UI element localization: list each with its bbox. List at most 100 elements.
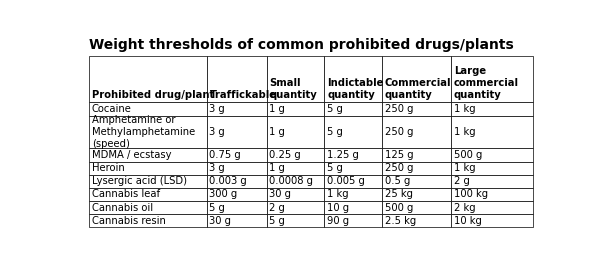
Bar xyxy=(89,149,206,162)
Bar xyxy=(382,188,451,201)
Bar xyxy=(451,175,533,188)
Text: 5 g: 5 g xyxy=(209,203,225,212)
Text: 25 kg: 25 kg xyxy=(385,189,413,199)
Bar xyxy=(325,188,382,201)
Text: 10 g: 10 g xyxy=(327,203,349,212)
Text: 0.005 g: 0.005 g xyxy=(327,176,365,186)
Bar xyxy=(382,201,451,214)
Bar xyxy=(325,175,382,188)
Text: 90 g: 90 g xyxy=(327,216,349,226)
Text: 30 g: 30 g xyxy=(209,216,232,226)
Text: MDMA / ecstasy: MDMA / ecstasy xyxy=(92,150,171,160)
Text: Cannabis leaf: Cannabis leaf xyxy=(92,189,160,199)
Text: 0.0008 g: 0.0008 g xyxy=(269,176,313,186)
Bar xyxy=(266,214,325,227)
Text: Large
commercial
quantity: Large commercial quantity xyxy=(454,66,518,100)
Bar xyxy=(89,56,206,102)
Bar xyxy=(325,214,382,227)
Bar xyxy=(382,116,451,149)
Bar xyxy=(206,102,266,116)
Text: 5 g: 5 g xyxy=(327,127,343,137)
Bar xyxy=(206,149,266,162)
Bar xyxy=(451,201,533,214)
Text: Small
quantity: Small quantity xyxy=(269,78,317,100)
Bar xyxy=(266,162,325,175)
Text: 250 g: 250 g xyxy=(385,127,413,137)
Text: Lysergic acid (LSD): Lysergic acid (LSD) xyxy=(92,176,187,186)
Bar xyxy=(451,102,533,116)
Bar xyxy=(266,188,325,201)
Text: Prohibited drug/plant: Prohibited drug/plant xyxy=(92,90,214,100)
Bar xyxy=(451,149,533,162)
Text: 250 g: 250 g xyxy=(385,104,413,114)
Text: 0.003 g: 0.003 g xyxy=(209,176,247,186)
Text: Traffickable: Traffickable xyxy=(209,90,277,100)
Text: 250 g: 250 g xyxy=(385,163,413,173)
Text: 5 g: 5 g xyxy=(327,104,343,114)
Text: Heroin: Heroin xyxy=(92,163,124,173)
Bar xyxy=(382,56,451,102)
Bar xyxy=(382,162,451,175)
Bar xyxy=(382,175,451,188)
Text: 30 g: 30 g xyxy=(269,189,292,199)
Bar xyxy=(325,201,382,214)
Text: 500 g: 500 g xyxy=(454,150,482,160)
Bar xyxy=(206,201,266,214)
Text: 300 g: 300 g xyxy=(209,189,238,199)
Text: 0.25 g: 0.25 g xyxy=(269,150,301,160)
Bar xyxy=(89,116,206,149)
Text: 10 kg: 10 kg xyxy=(454,216,482,226)
Text: 3 g: 3 g xyxy=(209,127,225,137)
Text: 2.5 kg: 2.5 kg xyxy=(385,216,416,226)
Bar xyxy=(451,188,533,201)
Text: 0.75 g: 0.75 g xyxy=(209,150,241,160)
Bar xyxy=(325,162,382,175)
Bar xyxy=(89,175,206,188)
Text: 0.5 g: 0.5 g xyxy=(385,176,410,186)
Bar xyxy=(266,201,325,214)
Bar xyxy=(206,175,266,188)
Bar xyxy=(382,149,451,162)
Bar xyxy=(89,214,206,227)
Bar xyxy=(382,214,451,227)
Bar xyxy=(451,214,533,227)
Text: 1.25 g: 1.25 g xyxy=(327,150,359,160)
Bar xyxy=(266,116,325,149)
Bar xyxy=(325,56,382,102)
Text: 125 g: 125 g xyxy=(385,150,413,160)
Bar xyxy=(266,102,325,116)
Bar xyxy=(89,201,206,214)
Bar xyxy=(266,56,325,102)
Text: Cocaine: Cocaine xyxy=(92,104,131,114)
Text: 100 kg: 100 kg xyxy=(454,189,488,199)
Bar xyxy=(451,162,533,175)
Text: 1 kg: 1 kg xyxy=(454,104,475,114)
Text: 3 g: 3 g xyxy=(209,163,225,173)
Bar xyxy=(382,102,451,116)
Text: 5 g: 5 g xyxy=(269,216,285,226)
Bar xyxy=(206,162,266,175)
Bar xyxy=(89,188,206,201)
Text: 2 g: 2 g xyxy=(454,176,470,186)
Text: 2 g: 2 g xyxy=(269,203,285,212)
Bar xyxy=(325,116,382,149)
Bar xyxy=(451,56,533,102)
Text: 1 kg: 1 kg xyxy=(327,189,349,199)
Bar xyxy=(206,214,266,227)
Text: Cannabis oil: Cannabis oil xyxy=(92,203,153,212)
Bar xyxy=(206,188,266,201)
Bar xyxy=(266,175,325,188)
Bar xyxy=(206,116,266,149)
Bar xyxy=(325,102,382,116)
Text: 1 g: 1 g xyxy=(269,163,285,173)
Text: 1 g: 1 g xyxy=(269,127,285,137)
Bar xyxy=(325,149,382,162)
Text: 5 g: 5 g xyxy=(327,163,343,173)
Text: 1 kg: 1 kg xyxy=(454,163,475,173)
Bar xyxy=(451,116,533,149)
Text: Cannabis resin: Cannabis resin xyxy=(92,216,166,226)
Text: Amphetamine or
Methylamphetamine
(speed): Amphetamine or Methylamphetamine (speed) xyxy=(92,115,195,149)
Text: 1 kg: 1 kg xyxy=(454,127,475,137)
Bar xyxy=(206,56,266,102)
Text: 500 g: 500 g xyxy=(385,203,413,212)
